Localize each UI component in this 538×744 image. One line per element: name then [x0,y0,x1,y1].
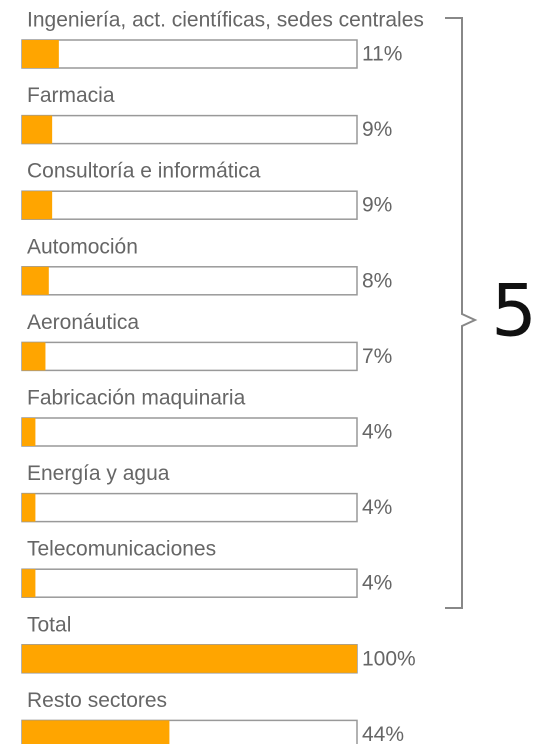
bar-track [21,568,358,598]
bar-track [21,266,358,296]
bracket [445,17,478,609]
bar [22,644,357,673]
value-label: 4% [362,496,392,519]
bar [22,418,36,446]
value-label: 7% [362,345,392,368]
bar-track [21,114,358,145]
bar-track [21,190,358,220]
value-label: 4% [362,572,392,595]
value-label: 9% [362,118,392,141]
bar-track [21,492,358,523]
value-label: 9% [362,194,392,217]
category-label: Ingeniería, act. científicas, sedes cent… [27,9,424,32]
bar [22,720,170,744]
bar [22,493,36,522]
category-label: Farmacia [27,84,115,107]
category-label: Telecomunicaciones [27,538,216,561]
category-label: Fabricación maquinaria [27,387,246,410]
bar [22,266,49,295]
value-label: 11% [362,43,402,66]
category-label: Consultoría e informática [27,160,261,183]
bar [22,342,46,371]
bar-track [21,417,358,447]
bar [22,115,53,144]
bar [22,40,59,68]
category-label: Aeronáutica [27,311,139,334]
value-label: 100% [362,647,416,670]
category-label: Resto sectores [27,689,167,712]
bar-track [21,341,358,372]
value-label: 4% [362,421,392,444]
category-label: Total [27,613,71,636]
value-label: 44% [362,723,404,744]
bar-track [21,39,358,69]
category-label: Automoción [27,235,138,258]
value-label: 8% [362,269,392,292]
annotation: 5 [491,269,537,353]
category-label: Energía y agua [27,462,170,485]
bar [22,569,36,598]
bar [22,191,53,220]
